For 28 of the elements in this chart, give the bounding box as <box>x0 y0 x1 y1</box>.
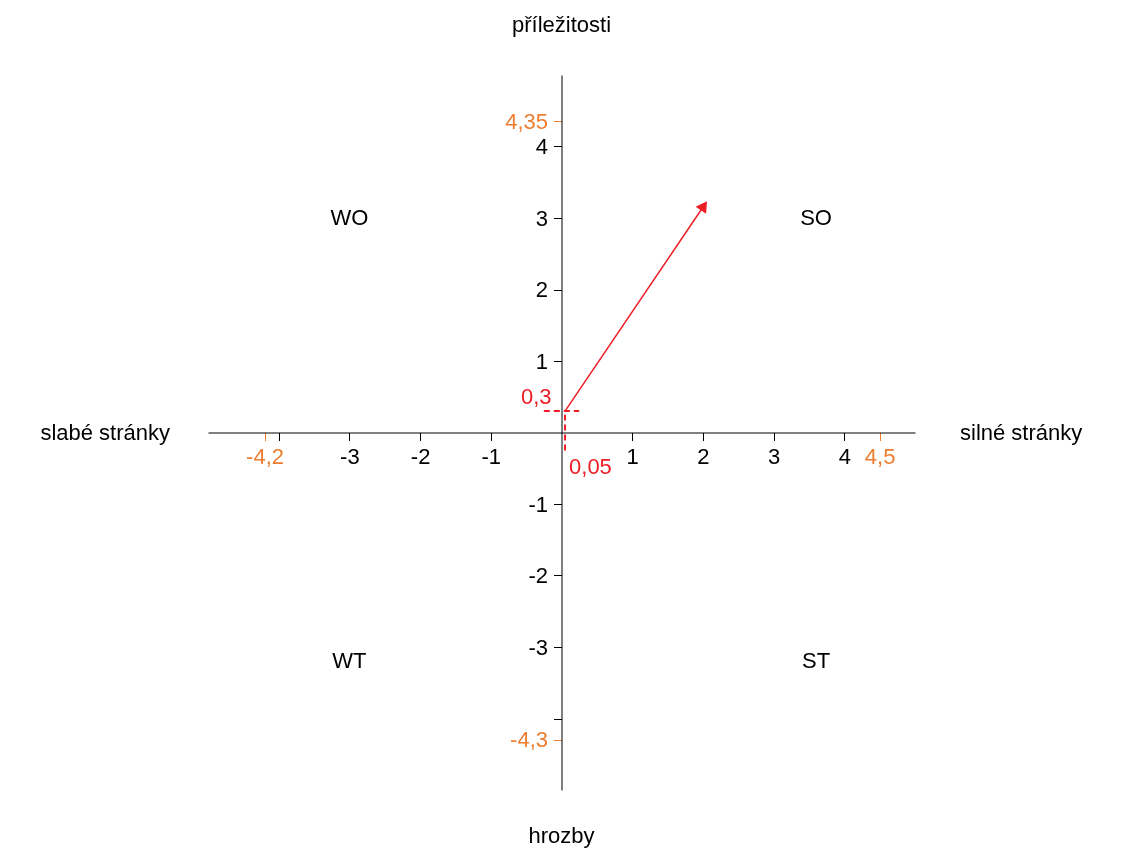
y-axis-title: příležitosti <box>511 12 612 37</box>
x-tick-label: -3 <box>340 444 360 469</box>
x-tick-label: 2 <box>697 444 710 469</box>
annotation: WO <box>330 205 369 230</box>
x-axis-title: silné stránky <box>960 419 1083 445</box>
annotation: SO <box>800 205 832 230</box>
x-tick-label: -2 <box>410 444 431 469</box>
y-tick-label: 1 <box>535 348 548 374</box>
text: hrozby <box>528 823 595 848</box>
x-tick-label: 4 <box>838 444 851 469</box>
ref-line-label: 0,3 <box>520 384 552 410</box>
y-tick-label: 4,35 <box>505 108 548 134</box>
y-tick-label: -1 <box>528 491 548 517</box>
ref-line-label: 0,05 <box>569 453 612 479</box>
x-tick-label: 4,5 <box>864 444 896 469</box>
y-tick-label: 4 <box>535 134 548 159</box>
text: slabé stránky <box>40 419 170 445</box>
x-tick-label: -4,2 <box>246 444 285 469</box>
x-tick-label: 3 <box>767 444 781 469</box>
x-tick-label: 1 <box>626 444 639 469</box>
y-tick-label: 2 <box>535 277 548 302</box>
y-tick-label: -2 <box>528 563 548 588</box>
annotation: WT <box>332 648 367 674</box>
annotation: ST <box>801 648 831 674</box>
x-tick-label: -1 <box>481 444 502 469</box>
y-tick-label: 3 <box>535 205 548 231</box>
y-tick-label: -3 <box>528 634 548 660</box>
y-tick-label: -4,3 <box>510 727 548 753</box>
